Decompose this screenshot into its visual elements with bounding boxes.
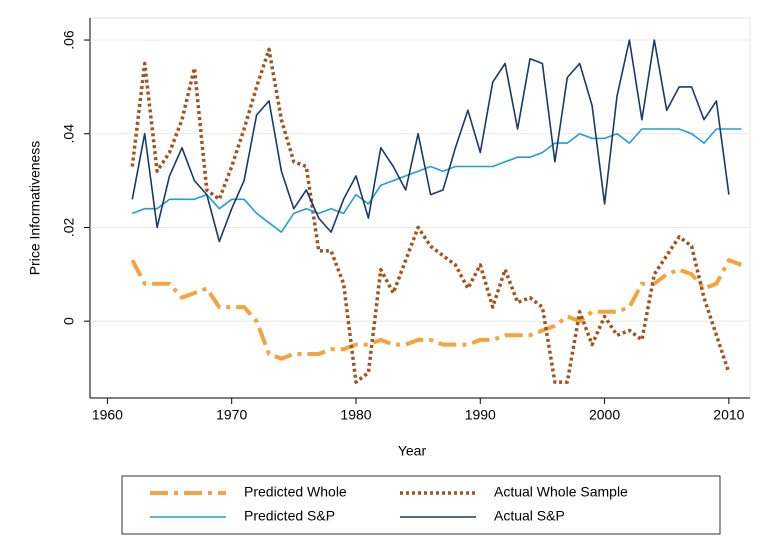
x-tick-label: 1970 bbox=[216, 407, 247, 423]
y-tick-label: .06 bbox=[61, 30, 77, 50]
x-tick-label: 2010 bbox=[713, 407, 744, 423]
series-line bbox=[130, 47, 731, 384]
series-line bbox=[132, 128, 742, 233]
y-tick-label: .02 bbox=[61, 218, 77, 238]
series-line bbox=[131, 39, 730, 243]
y-tick-label: 0 bbox=[61, 317, 77, 325]
legend-label: Predicted Whole bbox=[244, 484, 347, 500]
x-tick-label: 2000 bbox=[589, 407, 620, 423]
legend-label: Predicted S&P bbox=[244, 508, 335, 524]
y-axis-title: Price Informativeness bbox=[27, 141, 43, 276]
x-tick-label: 1960 bbox=[92, 407, 123, 423]
legend-box bbox=[121, 475, 721, 535]
x-axis-title: Year bbox=[398, 443, 427, 459]
y-tick-label: .04 bbox=[61, 124, 77, 144]
x-tick-label: 1990 bbox=[465, 407, 496, 423]
legend-label: Actual S&P bbox=[494, 508, 565, 524]
legend-label: Actual Whole Sample bbox=[494, 484, 628, 500]
plot-area bbox=[89, 17, 751, 399]
x-tick-label: 1980 bbox=[340, 407, 371, 423]
